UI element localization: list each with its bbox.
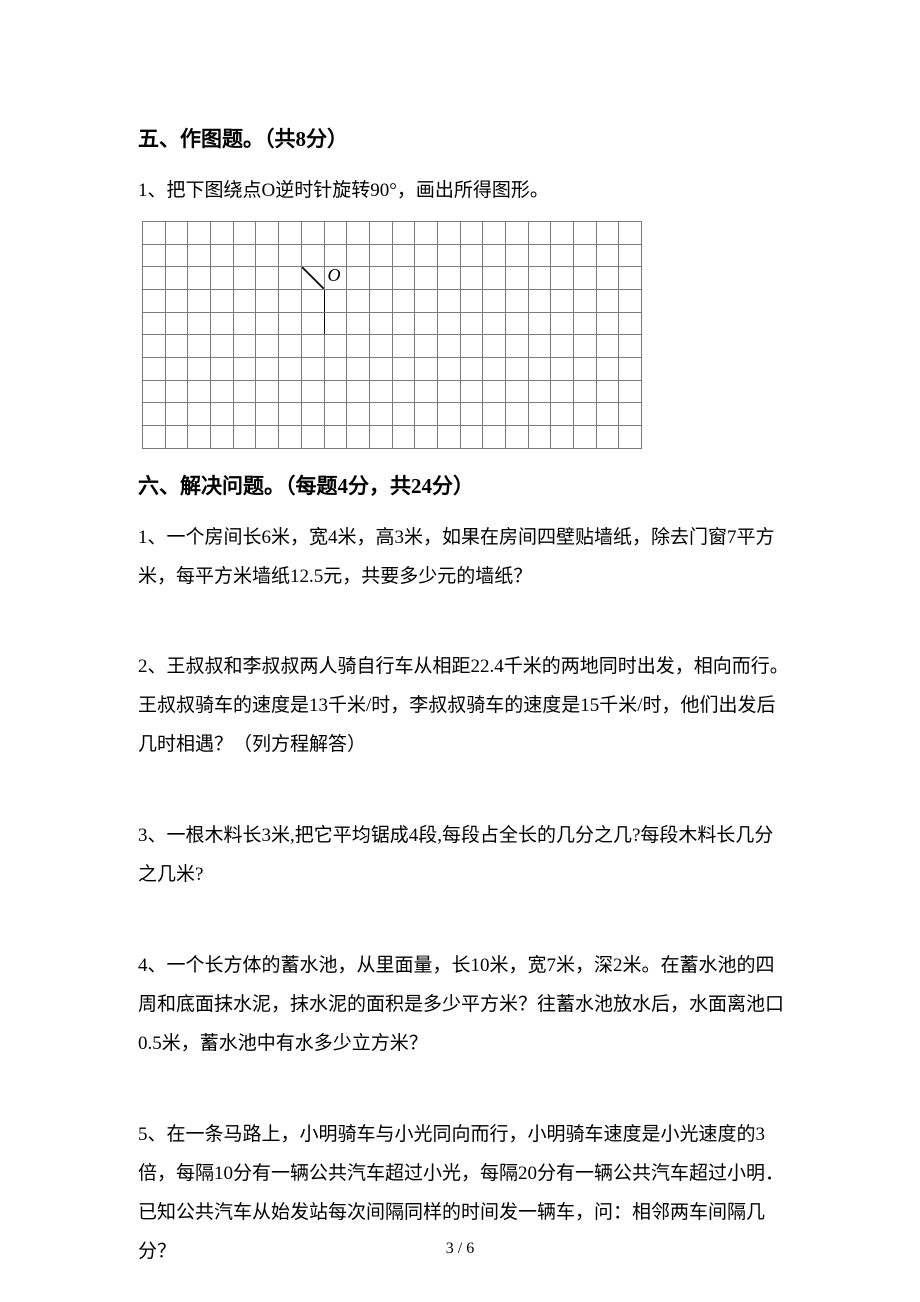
section5-q1: 1、把下图绕点O逆时针旋转90°，画出所得图形。 [138,172,790,211]
answer-space [138,606,790,648]
answer-space [138,1074,790,1116]
answer-space [138,905,790,947]
section6-q3: 3、一根木料长3米,把它平均锯成4段,每段占全长的几分之几?每段木料长几分之几米… [138,817,790,895]
diagonal-line-icon [302,267,324,289]
section6-q2: 2、王叔叔和李叔叔两人骑自行车从相距22.4千米的两地同时出发，相向而行。王叔叔… [138,648,790,765]
section6-heading: 六、解决问题。（每题4分，共24分） [138,467,790,507]
grid-table: O [142,221,642,449]
drawing-grid: O [142,221,790,449]
page-number: 3 / 6 [0,1240,920,1258]
section5-heading: 五、作图题。（共8分） [138,120,790,160]
section6-q4: 4、一个长方体的蓄水池，从里面量，长10米，宽7米，深2米。在蓄水池的四周和底面… [138,947,790,1064]
section6-q1: 1、一个房间长6米，宽4米，高3米，如果在房间四壁贴墙纸，除去门窗7平方米，每平… [138,519,790,597]
answer-space [138,775,790,817]
o-label: O [328,265,341,286]
